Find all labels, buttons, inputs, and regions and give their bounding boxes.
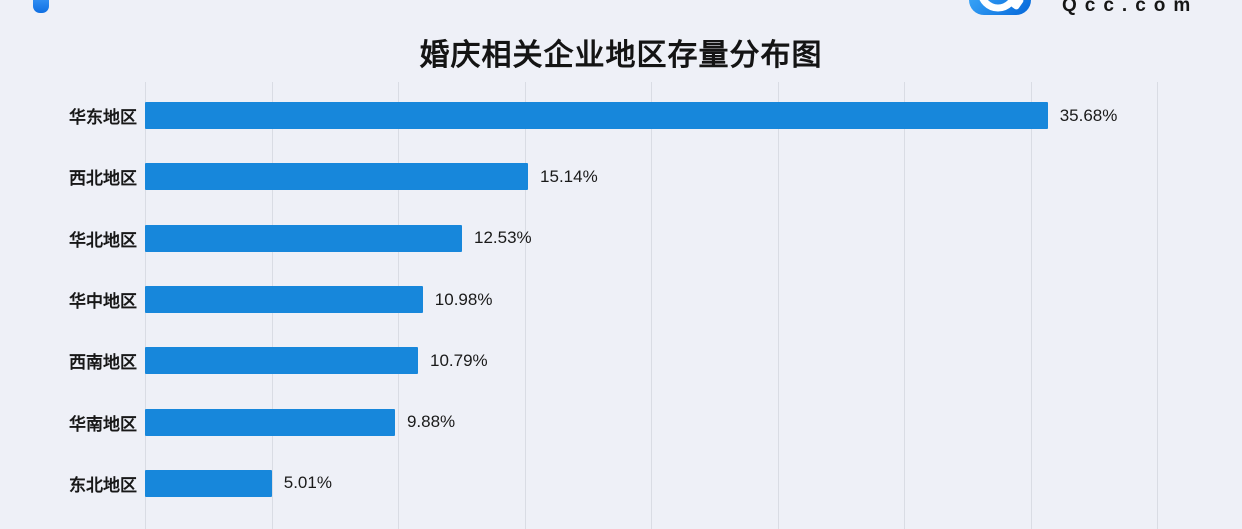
category-label: 华中地区 <box>69 292 137 312</box>
bar-row: 华中地区 10.98% <box>0 269 1242 330</box>
bar-track: 12.53% <box>145 224 1242 252</box>
bar <box>145 347 418 375</box>
gridline <box>777 82 779 529</box>
category-label: 西南地区 <box>69 353 137 373</box>
qcc-logo-fragment <box>33 0 49 13</box>
bar <box>145 286 423 314</box>
bar <box>145 163 529 191</box>
bar <box>145 469 272 497</box>
category-label: 华南地区 <box>69 414 137 434</box>
gridline <box>524 82 526 529</box>
bar-row: 华东地区 35.68% <box>0 85 1242 146</box>
bar-track: 15.14% <box>145 163 1242 191</box>
bar <box>145 408 395 436</box>
qcc-brand-text: Qcc.com <box>1062 0 1199 16</box>
qcc-logo-icon <box>969 0 1031 15</box>
value-label: 35.68% <box>1059 105 1118 125</box>
gridline <box>1030 82 1032 529</box>
bar-track: 9.88% <box>145 408 1242 436</box>
bar-track: 5.01% <box>145 469 1242 497</box>
value-label: 12.53% <box>474 228 532 248</box>
bar-row: 东北地区 5.01% <box>0 453 1242 514</box>
category-label: 东北地区 <box>69 475 137 495</box>
bar-chart: 华东地区 35.68% 西北地区 15.14% 华北地区 12.53% 华中地区 10.98%… <box>0 82 1242 529</box>
category-label: 西北地区 <box>69 169 137 189</box>
category-label: 华北地区 <box>69 230 137 250</box>
value-label: 15.14% <box>540 166 598 186</box>
chart-title: 婚庆相关企业地区存量分布图 <box>419 39 823 72</box>
gridline <box>1157 82 1158 529</box>
bar-track: 10.79% <box>145 347 1242 375</box>
bar-row: 华北地区 12.53% <box>0 208 1242 269</box>
bar-row: 华南地区 9.88% <box>0 391 1242 452</box>
value-label: 10.79% <box>429 350 488 370</box>
value-label: 5.01% <box>283 473 332 493</box>
bar <box>145 102 1048 130</box>
gridline <box>904 82 905 529</box>
chart-rows: 华东地区 35.68% 西北地区 15.14% 华北地区 12.53% 华中地区 10.98%… <box>0 85 1242 514</box>
bar-track: 35.68% <box>145 102 1242 130</box>
value-label: 10.98% <box>434 289 493 309</box>
bar-track: 10.98% <box>145 286 1242 314</box>
bar <box>145 224 462 252</box>
value-label: 9.88% <box>406 412 456 432</box>
bar-row: 西北地区 15.14% <box>0 146 1242 207</box>
gridline <box>651 82 652 529</box>
bar-row: 西南地区 10.79% <box>0 330 1242 391</box>
category-label: 华东地区 <box>69 108 137 128</box>
